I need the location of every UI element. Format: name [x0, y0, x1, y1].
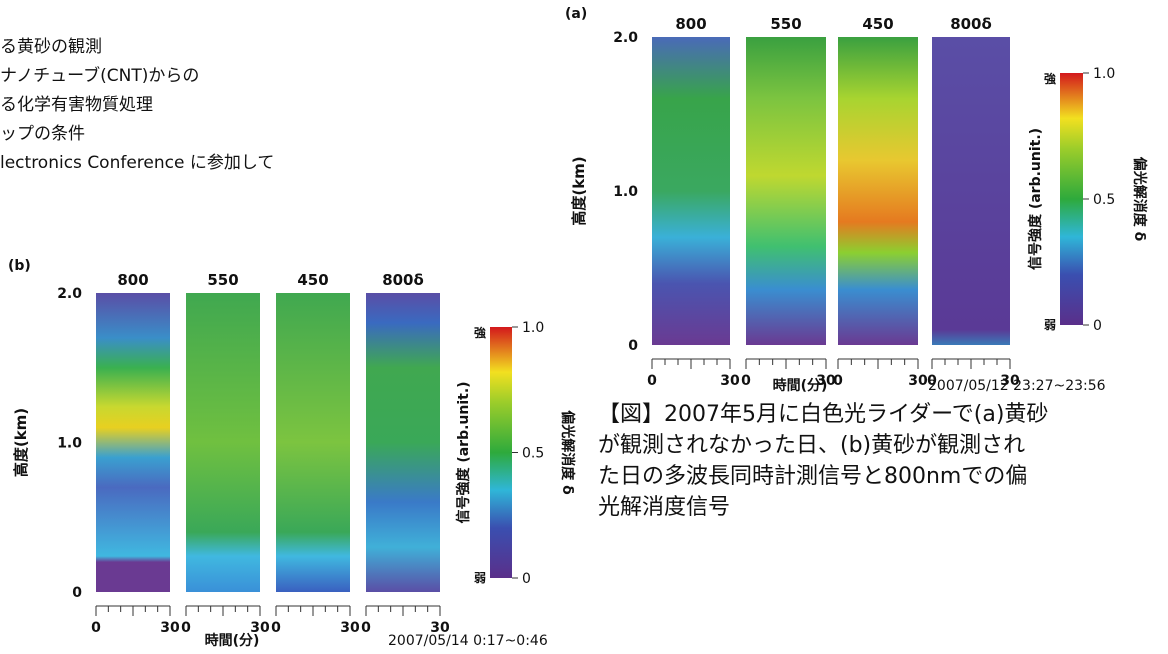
toc-line: ナノチューブ(CNT)からの — [0, 66, 200, 86]
x-tick-label: 30 — [908, 373, 928, 389]
y-axis-label: 高度(km) — [570, 156, 588, 225]
timestamp: 2007/05/14 0:17~0:46 — [388, 633, 548, 649]
colorbar-tick-label: 1.0 — [1093, 66, 1115, 82]
caption-line: 【図】2007年5月に白色光ライダーで(a)黄砂 — [598, 402, 1049, 427]
x-tick-label: 30 — [816, 373, 836, 389]
colorbar-strong: 強 — [1044, 71, 1056, 86]
column-header: 800 — [675, 15, 706, 33]
colorbar-weak: 弱 — [1044, 317, 1056, 332]
column-header: 550 — [770, 15, 801, 33]
signal-label: 信号強度 (arb.unit.) — [455, 381, 472, 523]
heatmap-column — [652, 37, 730, 345]
x-tick-label: 30 — [250, 620, 270, 636]
toc-line: lectronics Conference に参加して — [0, 153, 275, 173]
colorbar-tick-label: 1.0 — [522, 320, 544, 336]
toc-line: ップの条件 — [0, 124, 85, 144]
x-tick-label: 30 — [720, 373, 740, 389]
colorbar-tick-label: 0 — [1093, 318, 1102, 334]
y-tick-label: 2.0 — [613, 30, 638, 46]
caption-line: 光解消度信号 — [598, 495, 731, 520]
x-tick-label: 30 — [340, 620, 360, 636]
x-axis-label: 時間(分) — [205, 632, 260, 649]
x-tick-label: 30 — [430, 620, 450, 636]
x-tick-label: 0 — [181, 620, 191, 636]
heatmap-column — [366, 293, 440, 592]
column-header: 800 — [117, 271, 148, 289]
y-tick-label: 1.0 — [57, 436, 82, 452]
heatmap-column — [186, 293, 260, 592]
heatmap-column — [276, 293, 350, 592]
x-axis-label: 時間(分) — [773, 377, 828, 394]
column-header: 800δ — [950, 15, 992, 33]
panel-label: (b) — [8, 258, 31, 274]
x-tick-label: 0 — [647, 373, 657, 389]
colorbar — [490, 327, 512, 578]
x-tick-label: 0 — [271, 620, 281, 636]
column-header: 450 — [862, 15, 893, 33]
signal-label: 信号強度 (arb.unit.) — [1027, 128, 1044, 270]
x-tick-label: 0 — [927, 373, 937, 389]
depol-label: 偏光解消度 δ — [1131, 157, 1148, 242]
x-tick-label: 30 — [1000, 373, 1020, 389]
toc-line: る化学有害物質処理 — [0, 95, 153, 115]
column-header: 450 — [297, 271, 328, 289]
colorbar — [1060, 73, 1083, 325]
x-tick-label: 0 — [361, 620, 371, 636]
panel-label: (a) — [565, 6, 587, 22]
colorbar-weak: 弱 — [474, 570, 486, 585]
x-tick-label: 0 — [91, 620, 101, 636]
x-tick-label: 30 — [160, 620, 180, 636]
heatmap-column — [746, 37, 826, 345]
y-tick-label: 0 — [628, 338, 638, 354]
colorbar-tick-label: 0 — [522, 571, 531, 587]
x-tick-label: 0 — [741, 373, 751, 389]
caption-line: が観測されなかった日、(b)黄砂が観測され — [598, 433, 1026, 458]
caption-line: た日の多波長同時計測信号と800nmでの偏 — [598, 464, 1028, 489]
y-axis-label: 高度(km) — [12, 408, 30, 477]
heatmap-column — [932, 37, 1010, 345]
heatmap-column — [838, 37, 918, 345]
colorbar-tick-label: 0.5 — [1093, 192, 1115, 208]
timestamp: 2007/05/12 23:27~23:56 — [928, 378, 1106, 394]
y-tick-label: 2.0 — [57, 286, 82, 302]
colorbar-strong: 強 — [474, 325, 486, 340]
depol-label: 偏光解消度 δ — [559, 410, 576, 495]
heatmap-column — [96, 293, 170, 592]
toc-line: る黄砂の観測 — [0, 37, 102, 57]
x-tick-label: 0 — [833, 373, 843, 389]
column-header: 800δ — [382, 271, 424, 289]
y-tick-label: 1.0 — [613, 184, 638, 200]
y-tick-label: 0 — [72, 585, 82, 601]
colorbar-tick-label: 0.5 — [522, 446, 544, 462]
column-header: 550 — [207, 271, 238, 289]
